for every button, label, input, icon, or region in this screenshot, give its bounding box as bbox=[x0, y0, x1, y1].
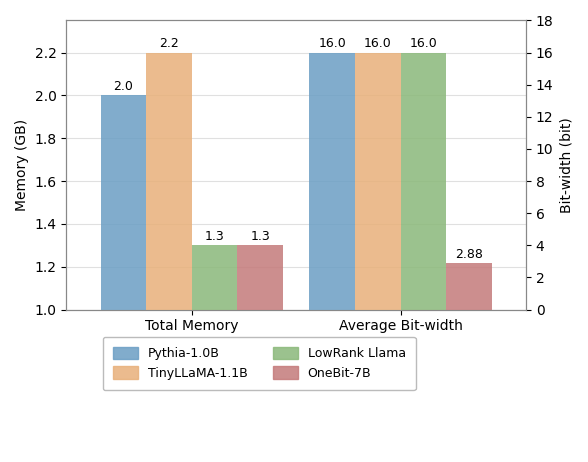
Bar bbox=[400, 53, 446, 310]
Bar bbox=[101, 96, 146, 310]
Bar bbox=[446, 263, 492, 310]
Bar bbox=[146, 53, 192, 310]
Y-axis label: Memory (GB): Memory (GB) bbox=[15, 119, 29, 211]
Text: 16.0: 16.0 bbox=[318, 37, 346, 50]
Text: 1.3: 1.3 bbox=[250, 230, 270, 243]
Text: 1.3: 1.3 bbox=[205, 230, 225, 243]
Text: 2.88: 2.88 bbox=[455, 248, 483, 261]
Bar bbox=[238, 245, 283, 310]
Text: 16.0: 16.0 bbox=[410, 37, 437, 50]
Bar bbox=[309, 53, 355, 310]
Text: 2.0: 2.0 bbox=[113, 80, 133, 93]
Bar bbox=[192, 245, 238, 310]
Bar bbox=[355, 53, 400, 310]
Text: 2.2: 2.2 bbox=[159, 37, 179, 50]
Y-axis label: Bit-width (bit): Bit-width (bit) bbox=[559, 117, 573, 213]
Text: 16.0: 16.0 bbox=[364, 37, 392, 50]
Legend: Pythia-1.0B, TinyLLaMA-1.1B, LowRank Llama, OneBit-7B: Pythia-1.0B, TinyLLaMA-1.1B, LowRank Lla… bbox=[103, 336, 416, 390]
